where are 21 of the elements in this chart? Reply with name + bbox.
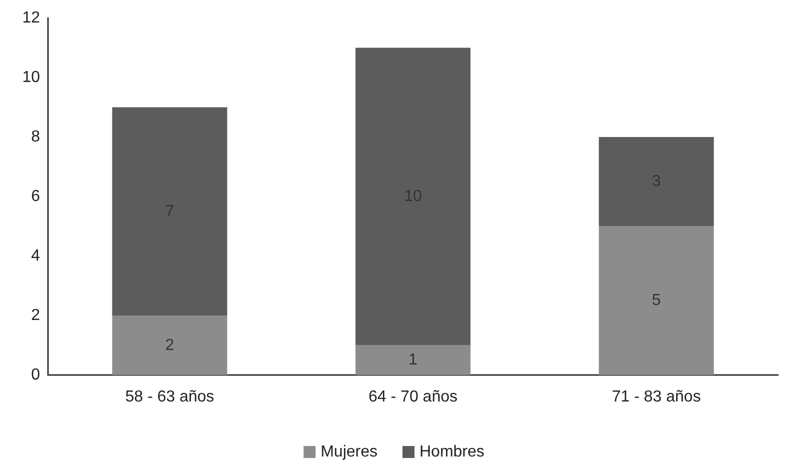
data-label: 5 [652,292,661,310]
y-tick-label: 10 [22,69,40,86]
y-tick-label: 2 [31,307,40,324]
data-label: 1 [408,352,418,369]
legend-label: Mujeres [320,444,378,460]
bar [356,345,470,375]
x-tick-label: 64 - 70 años [368,388,458,406]
y-tick-label: 12 [22,10,40,26]
x-tick-label: 58 - 63 años [125,388,214,406]
y-tick-label: 0 [31,366,40,384]
bar [112,316,228,375]
y-tick-label: 8 [31,128,40,146]
y-tick-label: 4 [31,248,40,264]
bar [112,107,228,316]
y-tick-label: 6 [31,188,40,205]
legend-label: Hombres [420,444,484,460]
x-tick-label: 71 - 83 años [612,388,701,406]
bar [598,226,714,375]
data-label: 2 [165,336,174,354]
bar [598,137,714,226]
bar [356,48,470,346]
